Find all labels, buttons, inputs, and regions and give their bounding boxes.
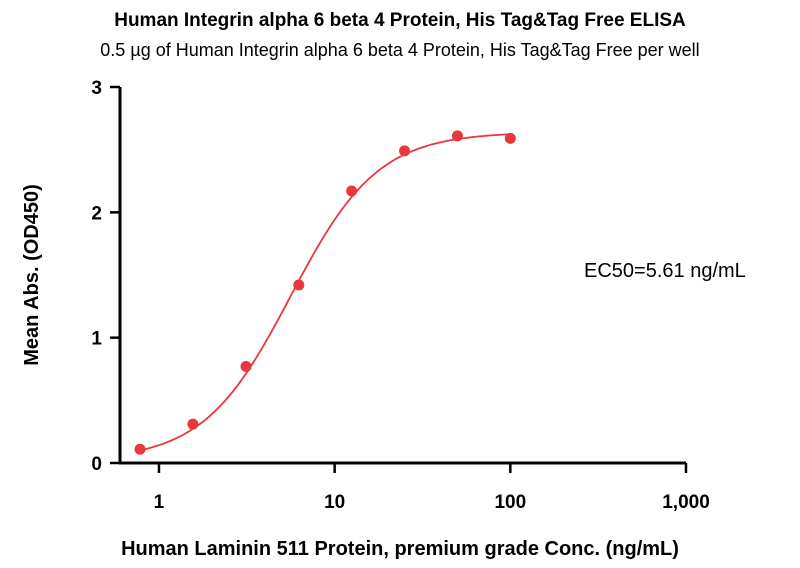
fit-curve — [139, 133, 511, 452]
data-point — [346, 185, 358, 197]
y-axis: 0 1 2 3 — [91, 78, 122, 475]
data-point — [187, 418, 199, 430]
data-point — [504, 132, 516, 144]
chart-subtitle: 0.5 µg of Human Integrin alpha 6 beta 4 … — [100, 40, 699, 60]
y-tick-label: 3 — [91, 78, 102, 99]
y-tick-label: 1 — [91, 329, 102, 350]
y-axis-label: Mean Abs. (OD450) — [21, 184, 43, 366]
y-tick-label: 0 — [91, 454, 102, 475]
data-point — [451, 130, 463, 142]
data-point — [134, 443, 146, 455]
y-ticks: 0 1 2 3 — [91, 78, 120, 475]
x-tick-label: 1 — [154, 492, 165, 513]
data-point — [399, 145, 411, 157]
ec50-annotation: EC50=5.61 ng/mL — [584, 260, 746, 282]
chart-title: Human Integrin alpha 6 beta 4 Protein, H… — [114, 10, 686, 31]
x-tick-label: 1,000 — [662, 492, 710, 513]
x-axis: 1 10 100 1,000 — [120, 461, 710, 513]
x-tick-label: 10 — [324, 492, 345, 513]
y-tick-label: 2 — [91, 203, 102, 224]
data-points — [134, 130, 516, 455]
x-axis-label: Human Laminin 511 Protein, premium grade… — [121, 538, 679, 560]
data-point — [293, 279, 305, 291]
x-ticks: 1 10 100 1,000 — [154, 463, 710, 513]
data-point — [240, 360, 252, 372]
x-tick-label: 100 — [494, 492, 526, 513]
